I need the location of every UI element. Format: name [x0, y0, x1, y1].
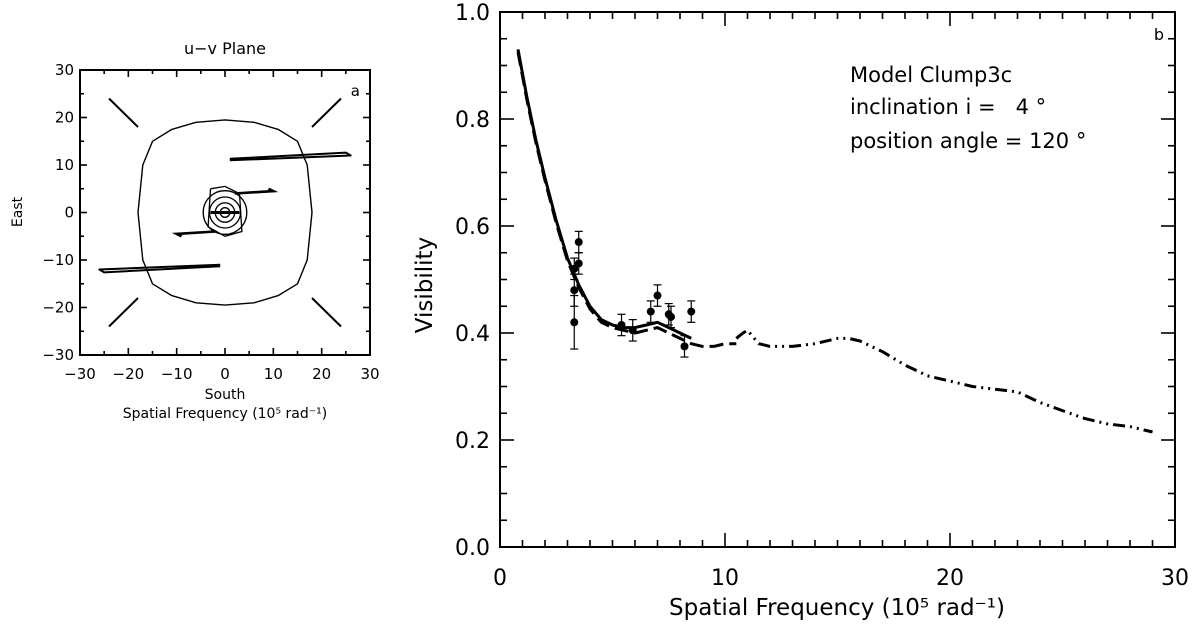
panel-b-label: b: [1154, 25, 1164, 44]
data-point: [570, 318, 579, 327]
panel-a-x-tick-label: 20: [312, 365, 331, 383]
panel-b-ylabel: Visibility: [412, 237, 438, 333]
panel-a-x-tick-label: −20: [113, 365, 145, 383]
panel-a-x-tick-label: −30: [64, 365, 96, 383]
annotation-position-angle: position angle = 120 °: [850, 129, 1086, 153]
data-point: [628, 326, 637, 335]
panel-b-y-tick-label: 1.0: [455, 1, 490, 26]
panel-a-xlabel: South: [205, 387, 246, 403]
panel-b-y-tick-label: 0.8: [455, 108, 490, 133]
data-point: [617, 320, 626, 329]
panel-a: u−v Plane a −30 −20 −10 0 10 20 30 −30 −20 −10 0 1…: [10, 39, 380, 422]
panel-b-series-dashdotdot: [735, 328, 1153, 434]
panel-b-xlabel: Spatial Frequency (10⁵ rad⁻¹): [669, 595, 1005, 621]
panel-b-data-points: [570, 230, 696, 358]
panel-a-series-4: [311, 97, 342, 128]
panel-a-ring-outer: [207, 185, 243, 237]
panel-a-y-ticks: −30 −20 −10 0 10 20 30: [42, 61, 370, 364]
data-point: [646, 307, 655, 316]
panel-b-y-tick-label: 0.0: [455, 536, 490, 561]
panel-a-xlabel2: Spatial Frequency (10⁵ rad⁻¹): [123, 406, 327, 422]
panel-a-x-tick-label: 10: [264, 365, 283, 383]
data-point: [574, 259, 583, 268]
panel-b-x-tick-label: 30: [1161, 566, 1189, 591]
panel-a-title: u−v Plane: [184, 39, 266, 58]
panel-b-series: [516, 49, 1153, 434]
annotation-model: Model Clump3c: [850, 63, 1012, 87]
panel-a-ylabel: East: [10, 196, 26, 227]
panel-a-y-tick-label: −10: [42, 251, 74, 269]
panel-a-y-tick-label: −30: [42, 346, 74, 364]
panel-a-track-lower: [171, 230, 216, 238]
panel-b-frame: [499, 11, 1176, 548]
panel-b: b 0 10 20 30 0.0 0.2 0.4 0.6 0.8 1.0 Model Clump…: [412, 1, 1189, 621]
panel-b-y-tick-label: 0.4: [455, 322, 490, 347]
data-point: [680, 342, 689, 351]
panel-a-x-tick-label: 30: [360, 365, 379, 383]
panel-a-x-tick-label: 0: [220, 365, 230, 383]
panel-a-track-upper: [234, 187, 279, 195]
panel-b-y-ticks: 0.0 0.2 0.4 0.6 0.8 1.0: [455, 1, 1175, 561]
panel-a-center-rings: [171, 185, 279, 238]
data-point: [687, 307, 696, 316]
panel-a-x-ticks: −30 −20 −10 0 10 20 30: [64, 70, 380, 383]
panel-b-x-tick-label: 10: [711, 566, 739, 591]
panel-a-label: a: [351, 82, 360, 100]
panel-b-series-dashed: [516, 51, 737, 348]
panel-b-series-solid: [516, 49, 692, 340]
data-point: [667, 312, 675, 321]
panel-a-y-tick-label: 10: [55, 156, 74, 174]
data-point: [570, 264, 579, 273]
panel-b-y-tick-label: 0.2: [455, 429, 490, 454]
panel-a-ring: [202, 190, 248, 235]
panel-b-x-tick-label: 0: [493, 566, 507, 591]
data-point: [653, 291, 662, 300]
panel-b-x-ticks: 0 10 20 30: [493, 12, 1189, 591]
panel-a-series: [98, 97, 352, 328]
panel-a-y-tick-label: 20: [55, 109, 74, 127]
panel-a-series-1: [229, 151, 352, 162]
panel-a-series-6: [311, 297, 342, 328]
panel-a-y-tick-label: 0: [64, 204, 74, 222]
data-point: [574, 238, 583, 247]
panel-a-x-tick-label: −10: [161, 365, 193, 383]
panel-a-series-3: [108, 97, 139, 128]
panel-b-x-tick-label: 20: [936, 566, 964, 591]
panel-a-y-tick-label: −20: [42, 299, 74, 317]
panel-a-series-5: [108, 297, 139, 328]
data-point: [570, 286, 579, 295]
panel-b-y-tick-label: 0.6: [455, 215, 490, 240]
annotation-inclination: inclination i = 4 °: [850, 95, 1046, 119]
panel-a-y-tick-label: 30: [55, 61, 74, 79]
panel-a-series-2: [98, 263, 221, 274]
